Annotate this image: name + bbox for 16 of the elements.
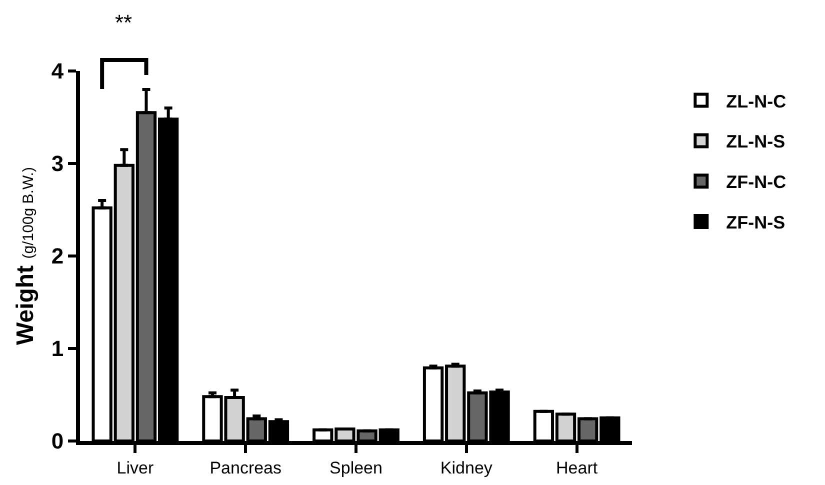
legend-label: ZF-N-C: [726, 172, 786, 192]
y-tick-label: 4: [51, 58, 64, 84]
x-tick-label: Liver: [116, 458, 154, 478]
x-tick-label: Pancreas: [210, 458, 282, 478]
text: **: [115, 10, 133, 35]
y-tick-label: 0: [51, 428, 64, 454]
legend-label: ZF-N-S: [726, 212, 786, 233]
y-axis-title: Weight (g/100g B.W.): [12, 167, 39, 345]
y-tick-label: 2: [51, 244, 64, 269]
x-tick-label: Heart: [556, 458, 598, 478]
legend-label: ZL-N-S: [726, 132, 786, 152]
y-tick-label: 1: [51, 336, 64, 362]
x-tick-label: Spleen: [330, 458, 382, 478]
x-tick-label: Kidney: [440, 458, 493, 478]
legend-label: ZL-N-C: [726, 91, 786, 112]
y-tick-label: 3: [51, 151, 64, 176]
